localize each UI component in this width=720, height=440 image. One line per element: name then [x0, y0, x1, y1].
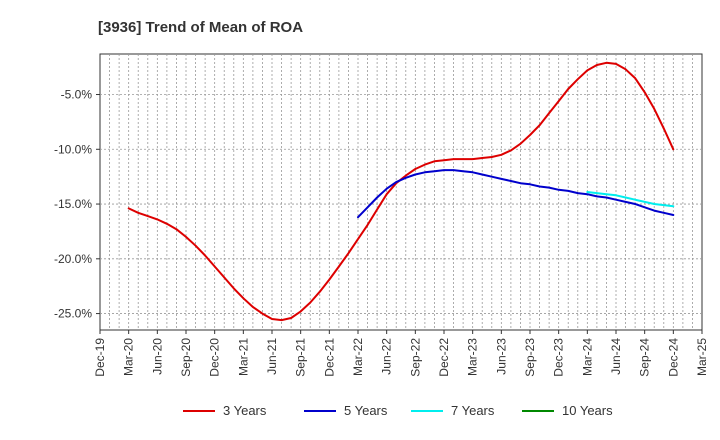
x-tick-label: Jun-23	[494, 338, 508, 375]
x-tick-label: Sep-24	[638, 338, 652, 377]
x-tick-label: Sep-23	[523, 338, 537, 377]
legend-label-7-years: 7 Years	[451, 403, 495, 418]
legend-label-10-years: 10 Years	[562, 403, 613, 418]
plot-area	[99, 53, 703, 331]
y-tick-label: -10.0%	[54, 142, 92, 156]
x-tick-label: Sep-21	[294, 338, 308, 377]
x-tick-label: Dec-20	[208, 338, 222, 377]
legend-label-3-years: 3 Years	[223, 403, 267, 418]
x-tick-label: Dec-22	[437, 338, 451, 377]
series-lines	[127, 61, 675, 322]
series-line-5-years	[357, 169, 675, 219]
x-tick-label: Mar-22	[351, 338, 365, 376]
x-tick-label: Mar-21	[236, 338, 250, 376]
x-axis-ticks: Dec-19 Mar-20 Jun-20 Sep-20 Dec-20 Mar-21 Jun-…	[93, 330, 709, 377]
x-tick-label: Dec-24	[666, 338, 680, 377]
chart-title: [3936] Trend of Mean of ROA	[98, 19, 303, 36]
x-tick-label: Sep-20	[179, 338, 193, 377]
x-tick-label: Dec-23	[552, 338, 566, 377]
grid-lines	[100, 54, 702, 330]
legend-label-5-years: 5 Years	[344, 403, 388, 418]
x-tick-label: Mar-25	[695, 338, 709, 376]
y-axis-ticks: -5.0% -10.0% -15.0% -20.0% -25.0%	[54, 88, 100, 321]
x-tick-label: Jun-22	[380, 338, 394, 375]
x-tick-label: Mar-23	[466, 338, 480, 376]
x-tick-label: Dec-19	[93, 338, 107, 377]
y-tick-label: -20.0%	[54, 252, 92, 266]
x-tick-label: Mar-24	[580, 338, 594, 376]
x-tick-label: Sep-22	[408, 338, 422, 377]
x-tick-label: Jun-21	[265, 338, 279, 375]
y-tick-label: -25.0%	[54, 307, 92, 321]
x-tick-label: Jun-24	[609, 338, 623, 375]
x-tick-label: Mar-20	[122, 338, 136, 376]
y-tick-label: -15.0%	[54, 197, 92, 211]
legend: 3 Years 5 Years 7 Years 10 Years	[183, 403, 613, 418]
series-line-7-years	[586, 191, 675, 208]
x-tick-label: Jun-20	[150, 338, 164, 375]
y-tick-label: -5.0%	[61, 88, 93, 102]
x-tick-label: Dec-21	[322, 338, 336, 377]
